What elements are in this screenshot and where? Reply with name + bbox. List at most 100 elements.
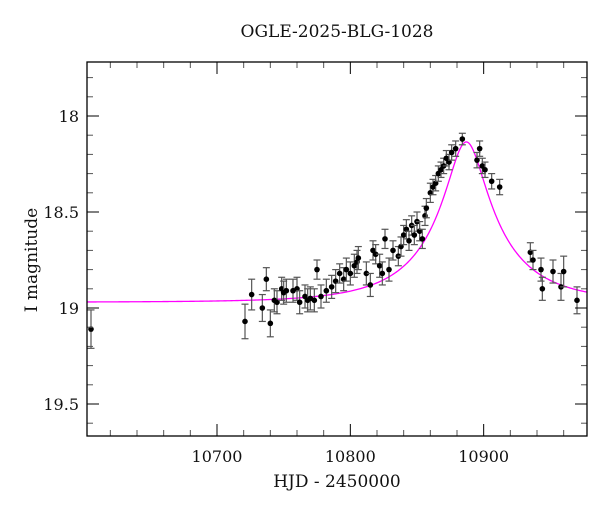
point-marker [242,318,248,325]
data-point [317,284,325,309]
data-point [262,267,270,292]
y-tick-label: 19 [59,299,79,318]
point-marker [390,247,396,254]
point-marker [88,326,94,332]
data-point [549,259,557,284]
tick-labels: 10700 10800 10900 18 18.5 19 19.5 [43,107,509,466]
data-point [560,255,568,288]
axis-ticks [87,62,587,436]
point-marker [372,251,379,258]
point-marker [248,291,255,298]
data-point [458,132,466,146]
point-marker [459,136,466,142]
data-point [418,228,426,250]
point-marker [263,276,270,283]
point-marker [311,297,318,304]
point-marker [314,266,320,273]
point-marker [448,149,455,156]
x-axis-label: HJD - 2450000 [273,472,401,492]
data-point [476,140,484,157]
x-tick-label: 10700 [192,447,243,466]
data-point [270,288,278,313]
data-point [282,278,290,303]
data-point [306,286,314,311]
point-marker [419,236,426,242]
data-point [241,303,249,340]
data-point [328,274,336,299]
model-curve-line [87,141,588,303]
point-marker [452,145,459,152]
point-marker [343,266,350,273]
point-marker [400,232,407,238]
data-point [422,197,430,219]
point-marker [355,255,362,261]
data-point [488,173,496,190]
data-point [258,293,266,323]
x-tick-label: 10900 [458,447,509,466]
data-point [310,288,318,313]
data-point [385,257,393,282]
point-marker [406,238,412,244]
data-point [573,286,581,315]
data-point [313,259,321,280]
data-point [322,278,330,303]
point-marker [367,282,374,288]
point-marker [347,270,354,277]
point-marker [476,145,483,152]
data-point [273,290,281,315]
data-point [496,178,504,196]
y-tick-label: 18 [59,107,79,126]
point-marker [538,266,544,273]
point-marker [379,270,386,277]
data-point [366,272,374,298]
data-point [296,290,304,315]
x-tick-label: 10800 [325,447,376,466]
point-marker [363,270,370,277]
data-point [378,261,386,286]
point-marker [296,299,303,306]
point-marker [411,232,418,238]
data-point [473,151,481,169]
y-tick-label: 19.5 [43,395,79,414]
point-marker [323,287,330,294]
data-point [342,257,350,282]
point-marker [474,157,480,163]
data-point [538,276,546,301]
data-point [248,278,256,311]
chart-title: OGLE-2025-BLG-1028 [240,22,434,42]
point-marker [336,270,343,277]
plot-frame [86,61,588,437]
point-marker [560,268,567,275]
data-point [481,161,489,179]
point-marker [283,287,290,294]
point-marker [423,205,430,211]
data-point [266,309,274,338]
point-marker [496,184,503,190]
point-marker [386,266,392,273]
data-point [389,240,397,261]
y-tick-label: 18.5 [43,203,79,222]
data-point [336,263,344,284]
data-point [381,228,389,250]
data-point [332,269,340,294]
data-point [452,140,460,157]
point-marker [574,297,580,304]
point-marker [488,178,495,185]
point-marker [530,257,536,263]
data-point [87,309,95,349]
data-point [448,144,456,161]
point-marker [482,166,488,173]
point-marker [550,268,556,275]
data-points [87,132,581,349]
data-point [289,278,297,303]
point-marker [539,286,546,292]
model-curve [87,141,588,303]
data-point [529,249,537,271]
point-marker [382,236,388,242]
point-marker [376,262,383,269]
data-point [346,261,354,286]
point-marker [328,284,335,290]
data-point [354,245,362,271]
point-marker [267,320,274,327]
